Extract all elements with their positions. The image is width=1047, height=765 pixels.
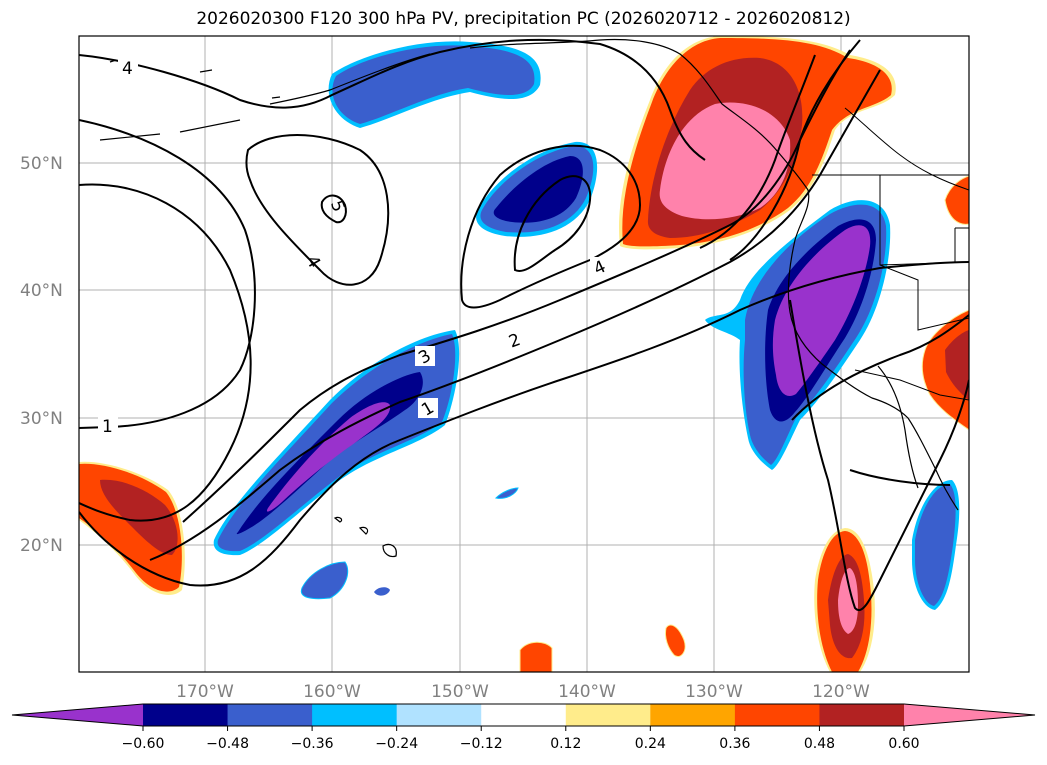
precip-positive-west-pacific bbox=[79, 461, 185, 595]
colorbar-tick-label: 0.24 bbox=[635, 736, 666, 752]
colorbar-cell bbox=[481, 704, 567, 726]
pv-label-1-west: 1 bbox=[102, 417, 113, 437]
precip-negative-baja bbox=[912, 480, 960, 610]
colorbar-cell bbox=[396, 704, 482, 726]
precip-negative-hawaii bbox=[300, 487, 519, 600]
colorbar-ticks: −0.60 −0.48 −0.36 −0.24 −0.12 0.12 0.24 0.36 0.4… bbox=[122, 726, 920, 752]
pv-contours bbox=[79, 38, 969, 611]
colorbar-tick-label: −0.24 bbox=[375, 736, 418, 752]
lon-label-140w: 140°W bbox=[558, 682, 616, 702]
pv-label-4-north: 4 bbox=[122, 59, 133, 79]
colorbar-cell bbox=[565, 704, 651, 726]
coastlines bbox=[99, 38, 959, 558]
colorbar-cell bbox=[312, 704, 398, 726]
pv-contour-east-trough bbox=[789, 299, 969, 611]
colorbar-cell bbox=[734, 704, 820, 726]
colorbar-tick-label: −0.60 bbox=[122, 736, 165, 752]
precip-positive-small bbox=[519, 624, 686, 672]
longitude-labels: 170°W 160°W 150°W 140°W 130°W 120°W bbox=[176, 682, 870, 702]
lat-label-40n: 40°N bbox=[20, 281, 63, 301]
pv-contour-5-gulf bbox=[513, 175, 592, 272]
lon-label-130w: 130°W bbox=[685, 682, 743, 702]
lon-label-160w: 160°W bbox=[303, 682, 361, 702]
colorbar-cell bbox=[143, 704, 229, 726]
pv-contour-4-north bbox=[79, 38, 706, 161]
lat-label-50n: 50°N bbox=[20, 154, 63, 174]
colorbar: −0.60 −0.48 −0.36 −0.24 −0.12 0.12 0.24 0.36 0.4… bbox=[11, 703, 1036, 752]
colorbar-tick-label: 0.36 bbox=[719, 736, 750, 752]
pv-contour-2 bbox=[149, 69, 881, 561]
pv-contour-4-west bbox=[79, 119, 256, 429]
colorbar-tick-label: 0.60 bbox=[888, 736, 919, 752]
pv-contour-1-west bbox=[79, 183, 252, 522]
colorbar-cell bbox=[650, 704, 736, 726]
colorbar-cell bbox=[227, 704, 313, 726]
pv-contour-1-south bbox=[79, 261, 969, 587]
colorbar-extend-min bbox=[12, 704, 143, 726]
lon-label-120w: 120°W bbox=[812, 682, 870, 702]
map-title: 2026020300 F120 300 hPa PV, precipitatio… bbox=[196, 9, 851, 29]
pv-contour-coast-1 bbox=[729, 39, 861, 261]
lat-label-30n: 30°N bbox=[20, 409, 63, 429]
colorbar-tick-label: −0.36 bbox=[291, 736, 334, 752]
colorbar-extend-max bbox=[904, 704, 1035, 726]
pv-contour-4-gulf bbox=[460, 144, 642, 309]
precip-positive-mexico bbox=[814, 528, 875, 672]
pv-contour-5-loop bbox=[320, 194, 347, 224]
colorbar-cells bbox=[143, 704, 905, 726]
colorbar-tick-label: 0.48 bbox=[804, 736, 835, 752]
colorbar-cell bbox=[819, 704, 905, 726]
lat-label-20n: 20°N bbox=[20, 536, 63, 556]
colorbar-tick-label: 0.12 bbox=[550, 736, 581, 752]
colorbar-tick-label: −0.48 bbox=[206, 736, 249, 752]
precip-negative-central-north bbox=[476, 141, 598, 237]
latitude-labels: 50°N 40°N 30°N 20°N bbox=[20, 154, 63, 556]
borders bbox=[812, 107, 969, 401]
pv-contour-east-small bbox=[849, 469, 951, 486]
pv-contour-east-ridge bbox=[791, 314, 969, 421]
lon-label-150w: 150°W bbox=[431, 682, 489, 702]
pv-contour-4-loop bbox=[245, 134, 390, 286]
lon-label-170w: 170°W bbox=[176, 682, 234, 702]
precip-negative-gulf-alaska bbox=[328, 41, 541, 128]
pv-contour-coast-2 bbox=[699, 54, 816, 249]
map-frame bbox=[78, 35, 970, 673]
colorbar-tick-label: −0.12 bbox=[460, 736, 503, 752]
